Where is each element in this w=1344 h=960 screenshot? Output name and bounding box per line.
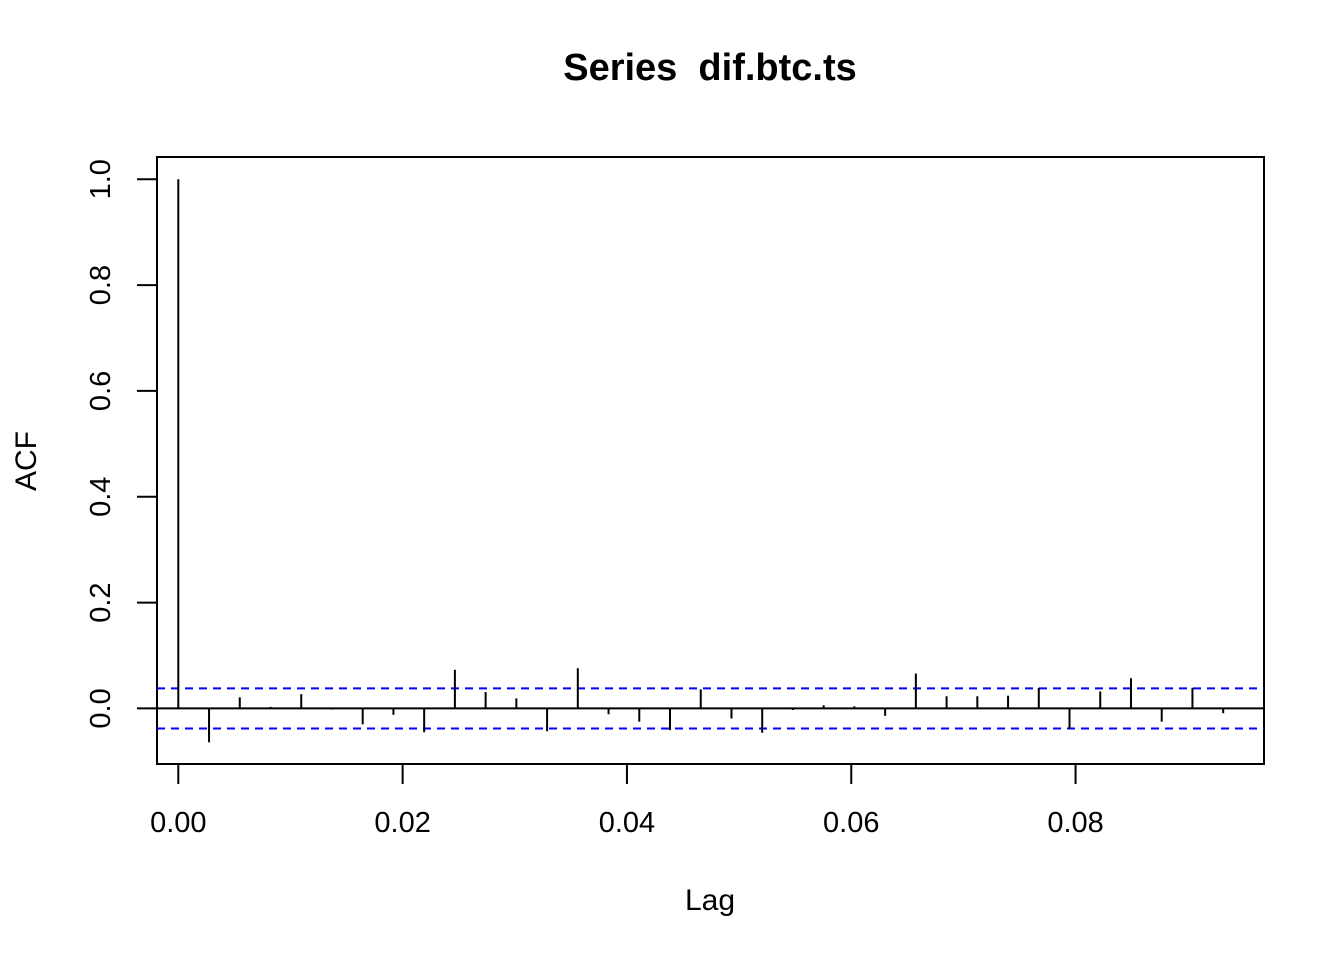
x-tick-label: 0.08 [1047,807,1103,839]
y-tick-label: 0.4 [85,477,117,517]
y-tick-label: 0.6 [85,371,117,411]
y-tick-label: 0.2 [85,582,117,622]
chart-title: Series dif.btc.ts [563,47,857,89]
x-axis-label: Lag [685,884,735,917]
y-axis-label: ACF [10,431,43,491]
plot-frame [156,156,1265,765]
x-tick-label: 0.04 [599,807,655,839]
x-tick-label: 0.06 [823,807,879,839]
x-tick-label: 0.00 [150,807,206,839]
y-tick-label: 0.8 [85,265,117,305]
x-axis: 0.00 0.02 0.04 0.06 0.08 [150,763,1104,839]
y-tick-label: 1.0 [85,159,117,199]
x-tick-label: 0.02 [374,807,430,839]
confidence-bands [157,687,1264,730]
y-axis: 0.0 0.2 0.4 0.6 0.8 1.0 [85,159,158,729]
acf-bars [177,179,1225,743]
y-tick-label: 0.0 [85,688,117,728]
